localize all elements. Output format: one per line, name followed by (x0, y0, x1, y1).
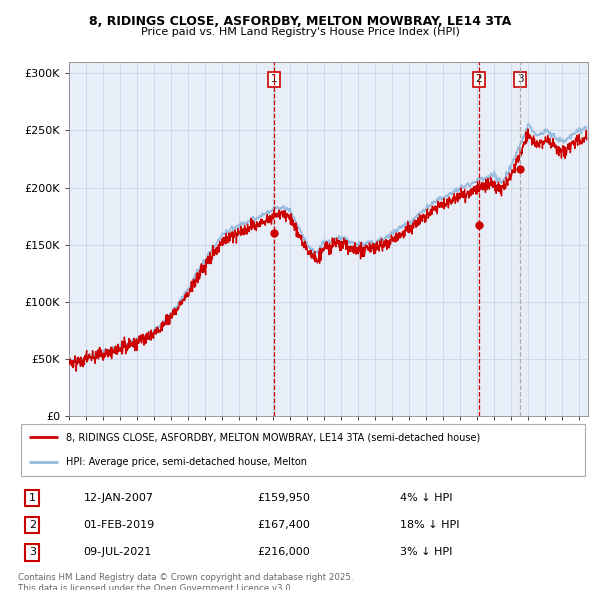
Text: 1: 1 (271, 74, 277, 84)
Text: 09-JUL-2021: 09-JUL-2021 (83, 548, 152, 558)
Text: 01-FEB-2019: 01-FEB-2019 (83, 520, 155, 530)
Text: 3: 3 (517, 74, 524, 84)
Text: 3: 3 (29, 548, 36, 558)
FancyBboxPatch shape (21, 424, 585, 476)
Text: 2: 2 (29, 520, 36, 530)
Text: Contains HM Land Registry data © Crown copyright and database right 2025.
This d: Contains HM Land Registry data © Crown c… (18, 573, 353, 590)
Text: 3% ↓ HPI: 3% ↓ HPI (400, 548, 452, 558)
Text: 18% ↓ HPI: 18% ↓ HPI (400, 520, 460, 530)
Text: 4% ↓ HPI: 4% ↓ HPI (400, 493, 452, 503)
Text: 1: 1 (29, 493, 36, 503)
Text: £159,950: £159,950 (257, 493, 310, 503)
Text: £167,400: £167,400 (257, 520, 310, 530)
Text: 8, RIDINGS CLOSE, ASFORDBY, MELTON MOWBRAY, LE14 3TA: 8, RIDINGS CLOSE, ASFORDBY, MELTON MOWBR… (89, 15, 511, 28)
Text: Price paid vs. HM Land Registry's House Price Index (HPI): Price paid vs. HM Land Registry's House … (140, 27, 460, 37)
Text: £216,000: £216,000 (257, 548, 310, 558)
Text: HPI: Average price, semi-detached house, Melton: HPI: Average price, semi-detached house,… (67, 457, 307, 467)
Text: 2: 2 (475, 74, 482, 84)
Text: 8, RIDINGS CLOSE, ASFORDBY, MELTON MOWBRAY, LE14 3TA (semi-detached house): 8, RIDINGS CLOSE, ASFORDBY, MELTON MOWBR… (67, 432, 481, 442)
Text: 12-JAN-2007: 12-JAN-2007 (83, 493, 154, 503)
